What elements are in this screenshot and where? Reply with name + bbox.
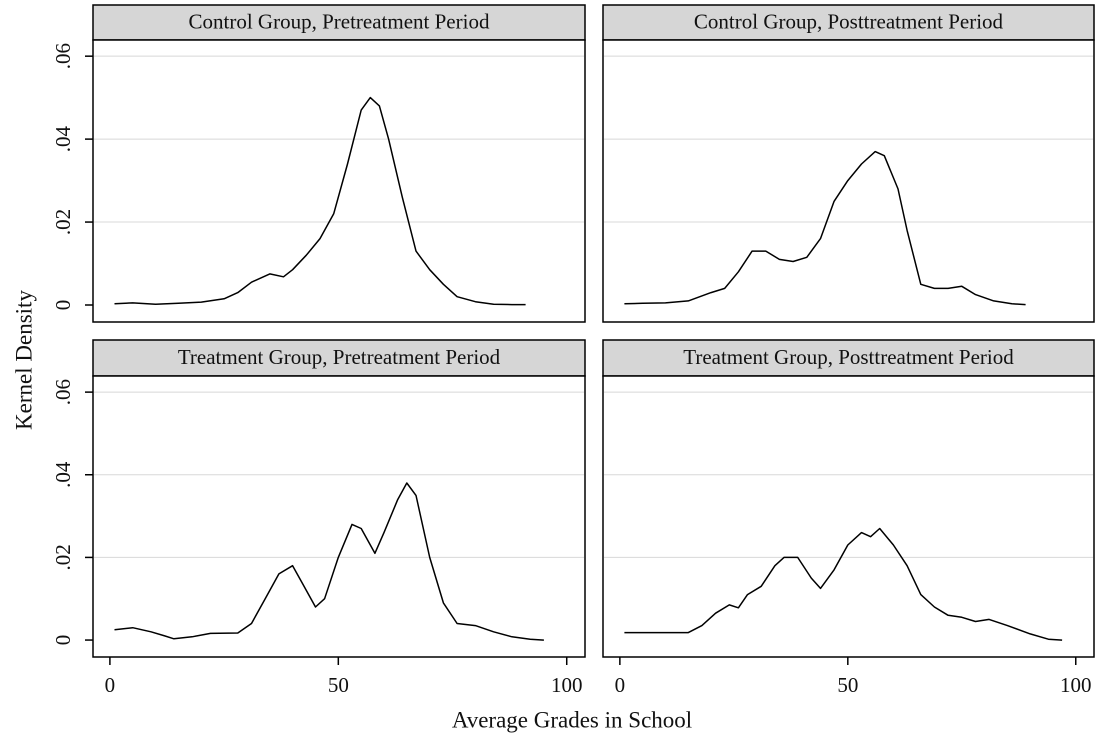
y-tick-label: .04: [51, 125, 75, 152]
y-tick-label: .06: [51, 379, 75, 405]
y-tick-label: .06: [51, 43, 75, 69]
y-axis-label: Kernel Density: [11, 290, 36, 430]
strip: [92, 4, 586, 41]
plot-area: [602, 39, 1095, 323]
density-line: [114, 482, 544, 641]
density-line: [624, 527, 1063, 641]
plot-area: [602, 375, 1095, 658]
y-tick-label: .02: [51, 209, 75, 235]
y-tick-label: .02: [51, 544, 75, 570]
x-tick-label: 0: [615, 673, 626, 697]
x-tick-label: 100: [551, 673, 583, 697]
x-tick-label: 50: [328, 673, 349, 697]
x-tick-label: 0: [105, 673, 116, 697]
y-tick-label: 0: [51, 300, 75, 311]
panel-title: Treatment Group, Posttreatment Period: [683, 345, 1014, 369]
panel-title: Control Group, Posttreatment Period: [694, 9, 1004, 33]
strip: [602, 339, 1095, 377]
panel-title: Treatment Group, Pretreatment Period: [178, 345, 501, 369]
x-axis-label: Average Grades in School: [452, 707, 692, 732]
x-tick-label: 50: [837, 673, 858, 697]
panel-title: Control Group, Pretreatment Period: [189, 9, 490, 33]
density-line: [624, 150, 1026, 306]
plot-area: [92, 39, 586, 323]
plot-area: [92, 375, 586, 658]
y-tick-label: 0: [51, 635, 75, 646]
density-line: [114, 96, 526, 306]
y-tick-label: .04: [51, 461, 75, 488]
x-tick-label: 100: [1060, 673, 1092, 697]
